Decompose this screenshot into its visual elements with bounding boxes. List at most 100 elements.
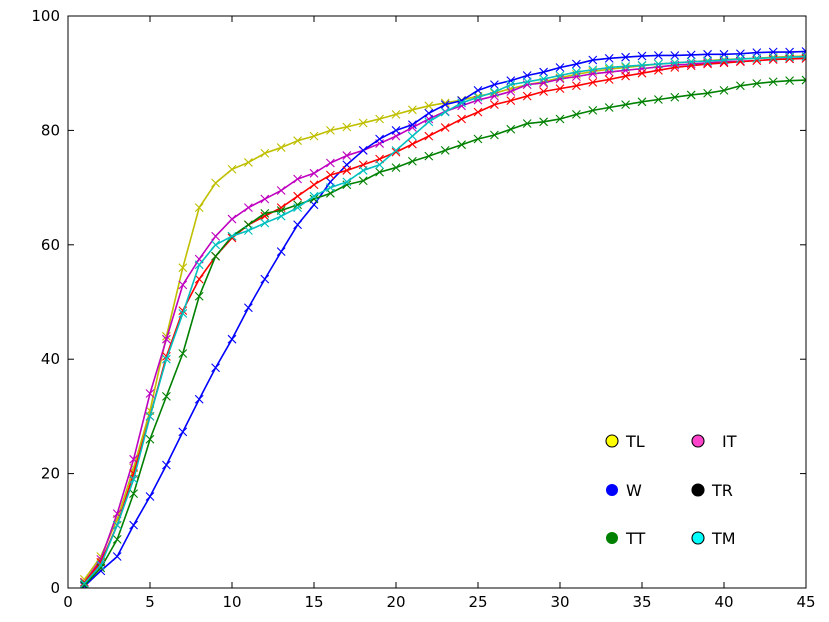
point-tm: [129, 474, 138, 484]
point-tm: [801, 52, 806, 62]
series-tr: [80, 53, 806, 587]
legend-marker-tl: [605, 434, 619, 448]
point-tt: [162, 391, 171, 401]
point-tt: [408, 156, 417, 166]
point-tt: [145, 434, 155, 444]
point-tr: [440, 123, 450, 132]
point-tr: [391, 147, 401, 157]
point-tm: [654, 59, 663, 69]
point-w: [588, 55, 598, 65]
point-tr: [621, 71, 630, 81]
point-tm: [162, 354, 171, 364]
point-tm: [736, 54, 745, 64]
point-tm: [637, 60, 647, 70]
point-it: [211, 231, 220, 241]
point-tm: [145, 412, 155, 421]
plot-frame: [67, 15, 807, 589]
legend-item-it: IT: [691, 432, 737, 451]
point-it: [293, 174, 302, 184]
point-tm: [391, 146, 401, 155]
point-tt: [670, 92, 680, 102]
point-w: [276, 247, 286, 257]
point-tt: [506, 124, 516, 134]
point-w: [604, 53, 614, 63]
point-tt: [768, 77, 778, 87]
point-tm: [80, 579, 89, 588]
point-tt: [686, 90, 696, 100]
point-tl: [178, 263, 188, 273]
point-w: [654, 51, 663, 60]
x-tick-label: 30: [550, 593, 569, 611]
point-it: [276, 186, 286, 195]
point-tm: [260, 218, 270, 228]
point-tr: [654, 65, 663, 75]
axes: 0 5 10 15 20 25 30 35 40 45 0 20 40 60 80 100: [31, 7, 815, 611]
point-tm: [309, 191, 319, 201]
point-tm: [342, 177, 352, 187]
point-tl: [227, 164, 237, 174]
point-tm: [211, 240, 220, 250]
point-w: [194, 394, 204, 404]
point-tl: [260, 148, 270, 158]
point-tm: [785, 52, 794, 62]
point-tt: [194, 291, 204, 301]
point-tm: [490, 87, 499, 97]
point-tm: [96, 560, 106, 570]
legend-label-tm: TM: [711, 529, 736, 548]
point-w: [686, 50, 696, 60]
point-w: [637, 51, 647, 61]
point-w: [522, 71, 532, 80]
point-tm: [588, 65, 598, 75]
point-tt: [588, 105, 598, 115]
point-w: [178, 427, 188, 437]
series-tl: [80, 51, 806, 584]
point-tt: [473, 134, 483, 144]
legend: TL IT W TR TT TM: [605, 432, 737, 548]
point-tl: [309, 131, 319, 141]
x-tick-label: 10: [222, 593, 241, 611]
point-tm: [686, 57, 696, 67]
point-tl: [358, 118, 368, 128]
point-tt: [752, 79, 762, 88]
point-it: [506, 87, 516, 96]
point-tt: [424, 151, 434, 161]
point-w: [473, 85, 483, 95]
point-tr: [572, 81, 581, 91]
point-tl: [162, 331, 171, 341]
point-tt: [719, 85, 729, 95]
point-w: [572, 59, 581, 69]
point-it: [260, 194, 270, 204]
point-tm: [604, 63, 614, 72]
point-it: [178, 280, 188, 290]
x-tick-label: 40: [714, 593, 733, 611]
x-tick-label: 5: [145, 593, 155, 611]
series-w: [80, 47, 806, 588]
point-tm: [621, 61, 630, 71]
point-tm: [358, 166, 368, 175]
x-tick-label: 35: [632, 593, 651, 611]
point-tr: [490, 100, 499, 110]
point-w: [244, 303, 253, 313]
point-tl: [194, 203, 204, 213]
point-tm: [112, 520, 122, 530]
point-it: [326, 158, 335, 168]
legend-label-tr: TR: [711, 481, 733, 500]
y-tick-label: 40: [41, 350, 60, 368]
series-it: [80, 53, 806, 587]
point-tt: [211, 251, 220, 261]
point-tm: [227, 231, 237, 241]
point-tl: [342, 122, 352, 132]
point-tt: [801, 75, 806, 85]
point-tr: [473, 107, 483, 117]
point-tr: [785, 54, 794, 64]
point-tr: [801, 53, 806, 63]
point-tr: [604, 75, 614, 84]
legend-item-w: W: [606, 481, 642, 500]
point-tt: [539, 117, 548, 127]
point-tm: [752, 53, 762, 63]
point-it: [145, 389, 155, 398]
point-tr: [506, 96, 516, 106]
y-tick-label: 80: [41, 121, 60, 139]
point-tt: [260, 208, 270, 218]
